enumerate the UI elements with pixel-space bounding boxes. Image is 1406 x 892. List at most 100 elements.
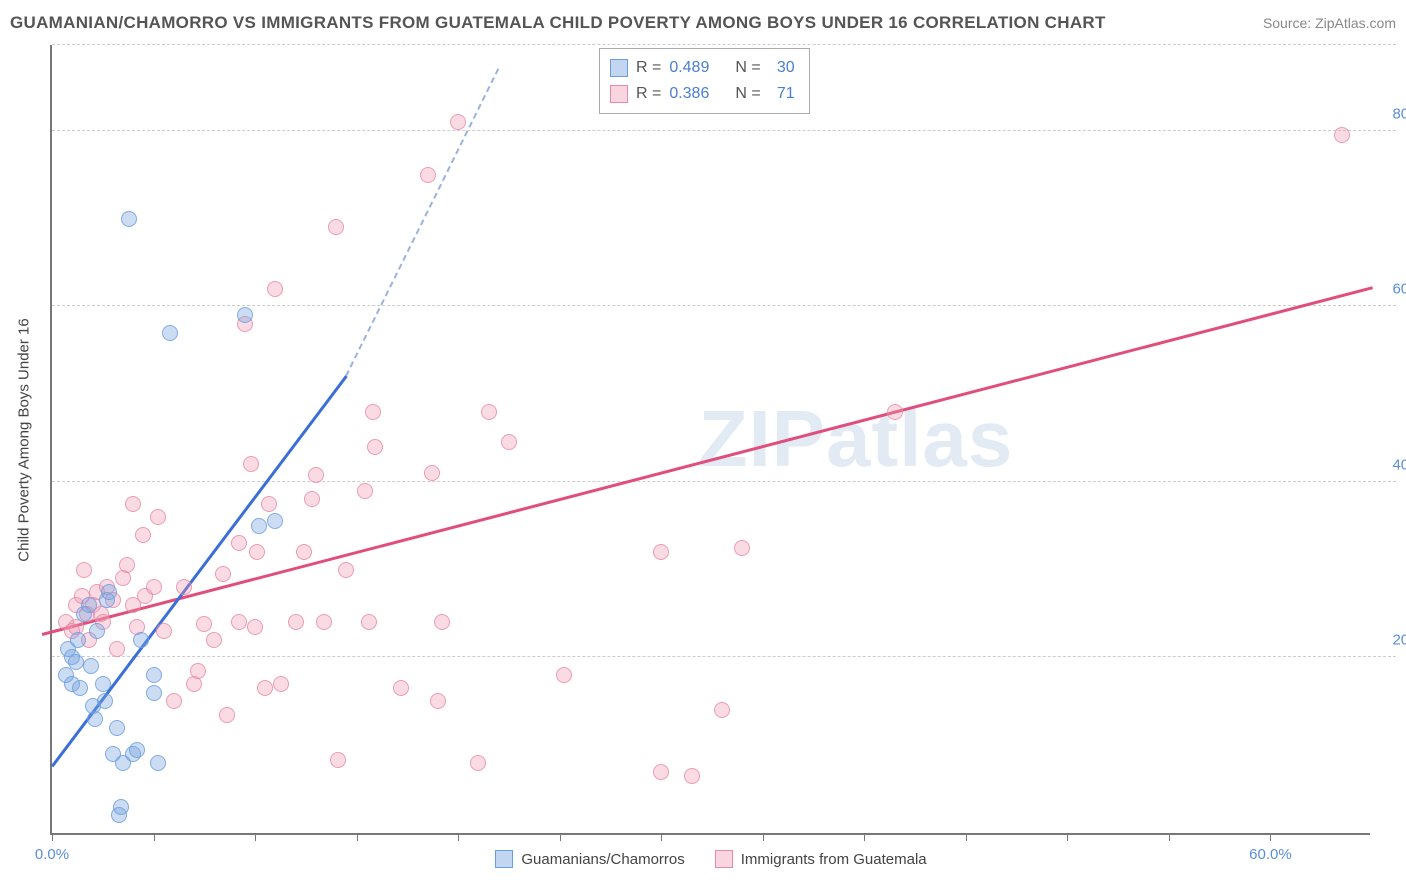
gridline xyxy=(52,481,1396,482)
gridline xyxy=(52,305,1396,306)
scatter-point-b xyxy=(420,167,436,183)
scatter-point-b xyxy=(365,404,381,420)
gridline xyxy=(52,130,1396,131)
scatter-point-a xyxy=(81,597,97,613)
x-tick xyxy=(966,833,967,841)
scatter-point-b xyxy=(247,619,263,635)
scatter-point-b xyxy=(288,614,304,630)
scatter-point-b xyxy=(1334,127,1350,143)
scatter-point-a xyxy=(109,720,125,736)
gridline xyxy=(52,656,1396,657)
scatter-point-a xyxy=(237,307,253,323)
legend-swatch-a xyxy=(495,850,513,868)
scatter-point-b xyxy=(357,483,373,499)
scatter-point-b xyxy=(328,219,344,235)
x-tick xyxy=(1067,833,1068,841)
scatter-point-a xyxy=(121,211,137,227)
scatter-point-a xyxy=(72,680,88,696)
x-tick xyxy=(560,833,561,841)
scatter-point-b xyxy=(481,404,497,420)
stats-row: R =0.386N =71 xyxy=(610,81,795,107)
scatter-point-b xyxy=(714,702,730,718)
scatter-point-a xyxy=(267,513,283,529)
scatter-point-b xyxy=(430,693,446,709)
gridline xyxy=(52,44,1396,45)
scatter-point-a xyxy=(70,632,86,648)
scatter-point-b xyxy=(734,540,750,556)
scatter-point-b xyxy=(393,680,409,696)
scatter-point-a xyxy=(251,518,267,534)
y-tick-label: 20.0% xyxy=(1392,632,1406,649)
legend-item-b: Immigrants from Guatemala xyxy=(715,850,927,868)
watermark: ZIPatlas xyxy=(699,393,1014,485)
scatter-point-a xyxy=(146,685,162,701)
x-tick xyxy=(661,833,662,841)
x-tick xyxy=(255,833,256,841)
x-tick xyxy=(458,833,459,841)
scatter-point-b xyxy=(261,496,277,512)
scatter-point-b xyxy=(361,614,377,630)
scatter-point-b xyxy=(146,579,162,595)
scatter-point-b xyxy=(296,544,312,560)
scatter-point-a xyxy=(133,632,149,648)
y-axis-label: Child Poverty Among Boys Under 16 xyxy=(16,318,33,561)
scatter-point-b xyxy=(119,557,135,573)
scatter-point-b xyxy=(267,281,283,297)
scatter-point-b xyxy=(76,562,92,578)
scatter-point-b xyxy=(109,641,125,657)
scatter-point-b xyxy=(316,614,332,630)
scatter-point-a xyxy=(162,325,178,341)
scatter-point-a xyxy=(129,742,145,758)
scatter-point-b xyxy=(190,663,206,679)
plot-area: ZIPatlas R =0.489N =30R =0.386N =71 Guam… xyxy=(50,45,1370,835)
scatter-point-b xyxy=(176,579,192,595)
scatter-point-b xyxy=(206,632,222,648)
scatter-point-b xyxy=(501,434,517,450)
scatter-point-b xyxy=(338,562,354,578)
x-tick xyxy=(1270,833,1271,841)
scatter-point-b xyxy=(330,752,346,768)
stats-swatch xyxy=(610,85,628,103)
scatter-point-b xyxy=(424,465,440,481)
scatter-point-a xyxy=(150,755,166,771)
scatter-point-b xyxy=(156,623,172,639)
scatter-point-b xyxy=(556,667,572,683)
scatter-point-a xyxy=(101,584,117,600)
y-tick-label: 40.0% xyxy=(1392,456,1406,473)
x-tick xyxy=(154,833,155,841)
x-tick-label: 0.0% xyxy=(35,846,69,863)
scatter-point-b xyxy=(434,614,450,630)
scatter-point-b xyxy=(196,616,212,632)
scatter-point-b xyxy=(150,509,166,525)
scatter-point-b xyxy=(231,535,247,551)
stats-box: R =0.489N =30R =0.386N =71 xyxy=(599,48,810,114)
x-tick xyxy=(1169,833,1170,841)
scatter-point-b xyxy=(135,527,151,543)
regression-line-dashed xyxy=(346,68,500,376)
x-tick xyxy=(52,833,53,841)
scatter-point-a xyxy=(146,667,162,683)
scatter-point-b xyxy=(684,768,700,784)
scatter-point-b xyxy=(273,676,289,692)
chart-title: GUAMANIAN/CHAMORRO VS IMMIGRANTS FROM GU… xyxy=(10,13,1106,33)
scatter-point-b xyxy=(249,544,265,560)
scatter-point-b xyxy=(304,491,320,507)
scatter-point-b xyxy=(308,467,324,483)
scatter-point-a xyxy=(87,711,103,727)
x-tick-label: 60.0% xyxy=(1249,846,1292,863)
scatter-point-b xyxy=(653,544,669,560)
legend: Guamanians/Chamorros Immigrants from Gua… xyxy=(52,850,1370,868)
legend-item-a: Guamanians/Chamorros xyxy=(495,850,684,868)
scatter-point-b xyxy=(215,566,231,582)
legend-label-a: Guamanians/Chamorros xyxy=(521,851,684,868)
legend-swatch-b xyxy=(715,850,733,868)
scatter-point-b xyxy=(166,693,182,709)
scatter-point-b xyxy=(367,439,383,455)
scatter-point-a xyxy=(83,658,99,674)
scatter-point-b xyxy=(257,680,273,696)
legend-label-b: Immigrants from Guatemala xyxy=(741,851,927,868)
regression-line xyxy=(42,286,1373,635)
stats-row: R =0.489N =30 xyxy=(610,55,795,81)
scatter-point-b xyxy=(470,755,486,771)
y-tick-label: 80.0% xyxy=(1392,105,1406,122)
